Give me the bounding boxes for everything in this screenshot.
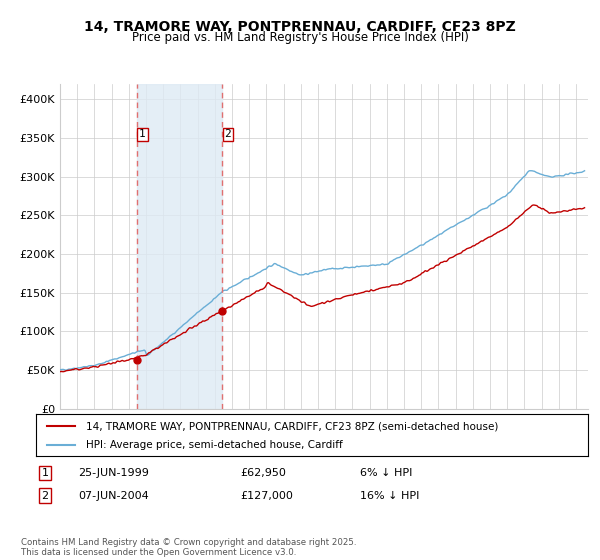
Text: Price paid vs. HM Land Registry's House Price Index (HPI): Price paid vs. HM Land Registry's House … [131,31,469,44]
Text: 25-JUN-1999: 25-JUN-1999 [78,468,149,478]
Text: HPI: Average price, semi-detached house, Cardiff: HPI: Average price, semi-detached house,… [86,440,343,450]
Text: 2: 2 [41,491,49,501]
Text: 07-JUN-2004: 07-JUN-2004 [78,491,149,501]
Text: 14, TRAMORE WAY, PONTPRENNAU, CARDIFF, CF23 8PZ: 14, TRAMORE WAY, PONTPRENNAU, CARDIFF, C… [84,20,516,34]
Text: Contains HM Land Registry data © Crown copyright and database right 2025.
This d: Contains HM Land Registry data © Crown c… [21,538,356,557]
Text: £62,950: £62,950 [240,468,286,478]
Text: 16% ↓ HPI: 16% ↓ HPI [360,491,419,501]
Text: 1: 1 [41,468,49,478]
Text: £127,000: £127,000 [240,491,293,501]
Text: 14, TRAMORE WAY, PONTPRENNAU, CARDIFF, CF23 8PZ (semi-detached house): 14, TRAMORE WAY, PONTPRENNAU, CARDIFF, C… [86,421,498,431]
Text: 1: 1 [139,129,146,139]
Text: 6% ↓ HPI: 6% ↓ HPI [360,468,412,478]
Text: 2: 2 [224,129,231,139]
